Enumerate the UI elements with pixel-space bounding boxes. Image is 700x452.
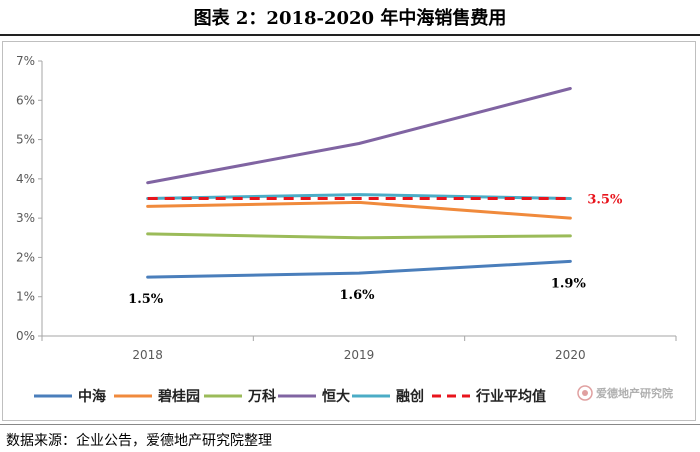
watermark-text: 爱德地产研究院: [596, 386, 673, 400]
line-chart: 0% 1% 2% 3% 4% 5% 6% 7% 2018 2019 2020 1.5% 1.6% 1.9…: [16, 54, 677, 405]
data-label: 1.6%: [340, 288, 376, 303]
end-data-label: 3.5%: [587, 193, 623, 208]
y-tick-label: 3%: [16, 211, 35, 225]
title-divider: [0, 34, 700, 36]
watermark: 爱德地产研究院: [577, 385, 673, 401]
y-tick-label: 0%: [16, 329, 35, 343]
x-tick-label: 2019: [344, 348, 375, 362]
y-tick-label: 1%: [16, 290, 35, 304]
series-line-0: [146, 259, 572, 279]
data-labels: 1.5% 1.6% 1.9% 3.5%: [128, 193, 623, 308]
source-divider: [0, 424, 700, 425]
source-note: 数据来源：企业公告，爱德地产研究院整理: [6, 433, 272, 449]
series-line-2: [146, 232, 572, 240]
y-tick-label: 7%: [16, 54, 35, 68]
legend-label: 恒大: [322, 388, 350, 405]
legend-label: 万科: [247, 388, 276, 405]
series-line-1: [146, 200, 572, 220]
y-tick-label: 2%: [16, 250, 35, 264]
chart-title: 图表 2：2018-2020 年中海销售费用: [193, 8, 507, 29]
chart-axes: 0% 1% 2% 3% 4% 5% 6% 7% 2018 2019 2020: [16, 54, 677, 362]
chart-frame: [2, 41, 696, 421]
data-label: 1.9%: [551, 276, 587, 291]
data-label: 1.5%: [128, 292, 164, 307]
watermark-logo-icon: [577, 385, 593, 401]
watermark-logo-dot: [582, 390, 588, 396]
chart-legend: 中海 碧桂园 万科 恒大 融创 行业平均值: [34, 388, 546, 405]
y-tick-label: 6%: [16, 93, 35, 107]
x-tick-label: 2018: [132, 348, 163, 362]
series-lines: [146, 87, 572, 279]
legend-label: 中海: [78, 388, 106, 405]
legend-label: 碧桂园: [157, 388, 200, 405]
x-tick-label: 2020: [555, 348, 586, 362]
legend-label: 行业平均值: [475, 388, 546, 405]
series-line-3: [146, 87, 572, 185]
y-tick-label: 4%: [16, 172, 35, 186]
legend-label: 融创: [396, 388, 424, 405]
y-tick-label: 5%: [16, 133, 35, 147]
